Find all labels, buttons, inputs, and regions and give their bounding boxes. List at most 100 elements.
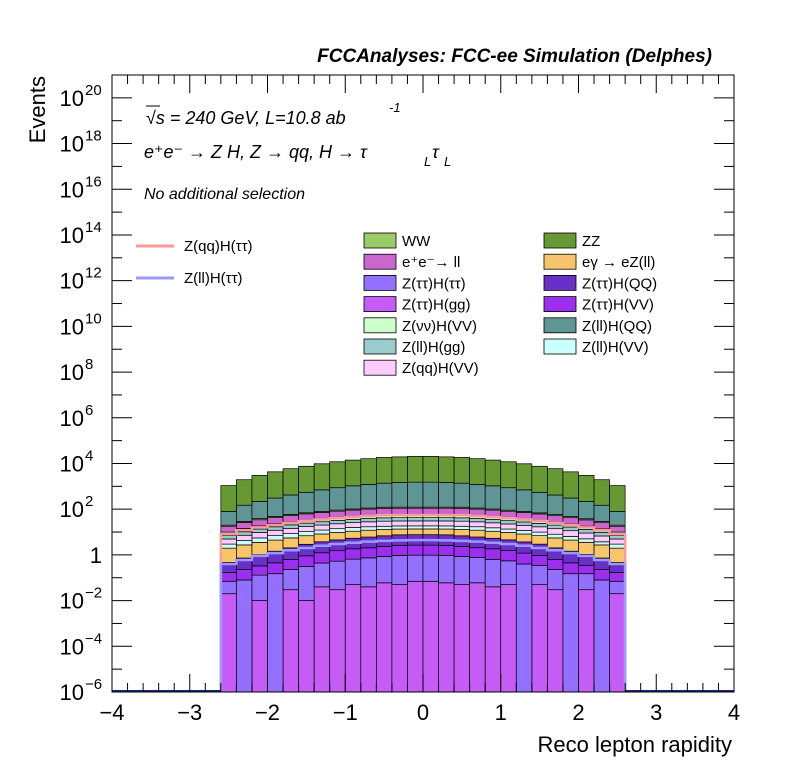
bar-2-6 bbox=[313, 552, 331, 564]
bar-5-11 bbox=[391, 525, 408, 530]
bar-4-21 bbox=[547, 537, 564, 549]
bar-12-2 bbox=[251, 475, 268, 502]
bar-12-9 bbox=[360, 458, 377, 485]
bar-5-7 bbox=[329, 528, 346, 533]
bar-3-7 bbox=[329, 539, 346, 552]
bar-2-19 bbox=[515, 552, 533, 565]
bar-7-25 bbox=[609, 535, 626, 540]
bar-11-0 bbox=[220, 511, 237, 526]
bar-2-22 bbox=[562, 562, 579, 575]
bar-11-10 bbox=[376, 482, 393, 508]
bar-4-11 bbox=[391, 528, 408, 536]
bar-0-17 bbox=[484, 586, 502, 693]
legend-label: WW bbox=[402, 233, 431, 250]
bar-2-9 bbox=[360, 547, 377, 559]
y-tick-label-exponent: −6 bbox=[85, 676, 102, 693]
bar-12-18 bbox=[500, 461, 517, 489]
bar-4-15 bbox=[453, 529, 471, 537]
bar-2-10 bbox=[376, 546, 393, 557]
y-tick-label-exponent: 14 bbox=[85, 219, 102, 236]
bar-1-9 bbox=[360, 557, 377, 588]
legend-signals: Z(qq)H(ττ) Z(ll)H(ττ) bbox=[136, 238, 253, 287]
bar-6-5 bbox=[298, 526, 315, 532]
legend-swatch bbox=[363, 232, 397, 249]
bar-1-4 bbox=[282, 569, 299, 591]
annotation-energy-lumi: √s = 240 GeV, L=10.8 ab -1 bbox=[146, 100, 401, 128]
bar-6-3 bbox=[267, 529, 284, 536]
stack-series-11 bbox=[220, 481, 626, 526]
selection-label: No additional selection bbox=[144, 186, 305, 203]
bar-4-16 bbox=[469, 529, 486, 538]
bar-12-20 bbox=[531, 465, 548, 493]
bar-7-4 bbox=[282, 524, 299, 529]
bar-12-23 bbox=[578, 475, 595, 502]
bar-12-19 bbox=[515, 463, 533, 491]
bar-0-16 bbox=[469, 582, 486, 693]
bar-0-20 bbox=[531, 584, 548, 693]
legend-swatch bbox=[543, 274, 577, 291]
bar-4-25 bbox=[609, 547, 626, 563]
bar-7-2 bbox=[251, 528, 268, 533]
bar-4-24 bbox=[593, 544, 610, 559]
legend-label: Z(qq)H(VV) bbox=[402, 360, 479, 377]
legend-swatch bbox=[543, 296, 577, 313]
bar-5-17 bbox=[484, 527, 502, 532]
x-tick-label: −4 bbox=[99, 700, 124, 725]
bar-4-19 bbox=[515, 533, 533, 543]
bar-6-23 bbox=[578, 532, 595, 540]
y-tick-label-exponent: 16 bbox=[85, 173, 102, 190]
process-tau-sub: L bbox=[424, 154, 431, 169]
bar-7-15 bbox=[453, 517, 471, 522]
y-tick-label-exponent: 18 bbox=[85, 128, 102, 145]
y-tick-label: 10 bbox=[60, 360, 84, 385]
bar-11-22 bbox=[562, 497, 579, 517]
bar-11-15 bbox=[453, 482, 471, 508]
y-tick-label: 10 bbox=[60, 314, 84, 339]
bar-0-11 bbox=[391, 584, 408, 693]
bar-1-0 bbox=[220, 580, 237, 595]
legend-label: Z(qq)H(ττ) bbox=[184, 238, 253, 255]
bar-5-20 bbox=[531, 531, 548, 536]
bar-4-18 bbox=[500, 532, 517, 541]
bar-5-23 bbox=[578, 538, 595, 543]
legend-label: Z(ττ)H(ττ) bbox=[402, 275, 466, 292]
chart-header-title: FCCAnalyses: FCC-ee Simulation (Delphes) bbox=[317, 46, 712, 67]
bar-7-7 bbox=[329, 520, 346, 525]
bar-6-15 bbox=[453, 520, 471, 527]
bar-1-22 bbox=[562, 573, 579, 693]
legend-swatch bbox=[363, 274, 397, 291]
x-tick-label: 0 bbox=[417, 700, 429, 725]
bar-2-25 bbox=[609, 572, 626, 582]
bar-5-12 bbox=[407, 525, 424, 530]
bar-4-7 bbox=[329, 532, 346, 541]
bar-6-14 bbox=[438, 520, 455, 527]
bar-4-5 bbox=[298, 535, 315, 545]
legend-backgrounds: WW ZZ e⁺e⁻→ ll eγ → eZ(ll) Z(ττ)H(ττ) Z(ττ)H(… bbox=[363, 232, 657, 377]
bar-2-5 bbox=[298, 555, 315, 567]
bar-7-20 bbox=[531, 523, 548, 528]
bar-1-3 bbox=[267, 573, 284, 693]
legend-label: ZZ bbox=[582, 233, 600, 250]
bar-6-11 bbox=[391, 520, 408, 527]
bar-1-2 bbox=[251, 574, 268, 601]
y-tick-label-exponent: 12 bbox=[85, 265, 102, 282]
y-tick-label: 10 bbox=[60, 223, 84, 248]
bar-0-7 bbox=[329, 589, 346, 693]
bar-11-14 bbox=[438, 482, 455, 508]
y-tick-label: 10 bbox=[60, 451, 84, 476]
bar-2-13 bbox=[422, 544, 439, 556]
y-tick-label: 10 bbox=[60, 680, 84, 705]
bar-6-19 bbox=[515, 524, 533, 531]
bar-2-1 bbox=[236, 569, 253, 581]
legend-swatch bbox=[543, 253, 577, 270]
x-axis: −4 −3 −2 −1 0 1 2 3 4 bbox=[99, 75, 740, 725]
bar-1-12 bbox=[407, 554, 424, 582]
bar-9-7 bbox=[329, 510, 346, 519]
bar-12-0 bbox=[220, 485, 237, 512]
bar-12-24 bbox=[593, 479, 610, 506]
bar-7-21 bbox=[547, 524, 564, 530]
y-tick-label: 1 bbox=[90, 543, 102, 568]
bar-9-6 bbox=[313, 512, 331, 520]
bar-5-3 bbox=[267, 535, 284, 541]
